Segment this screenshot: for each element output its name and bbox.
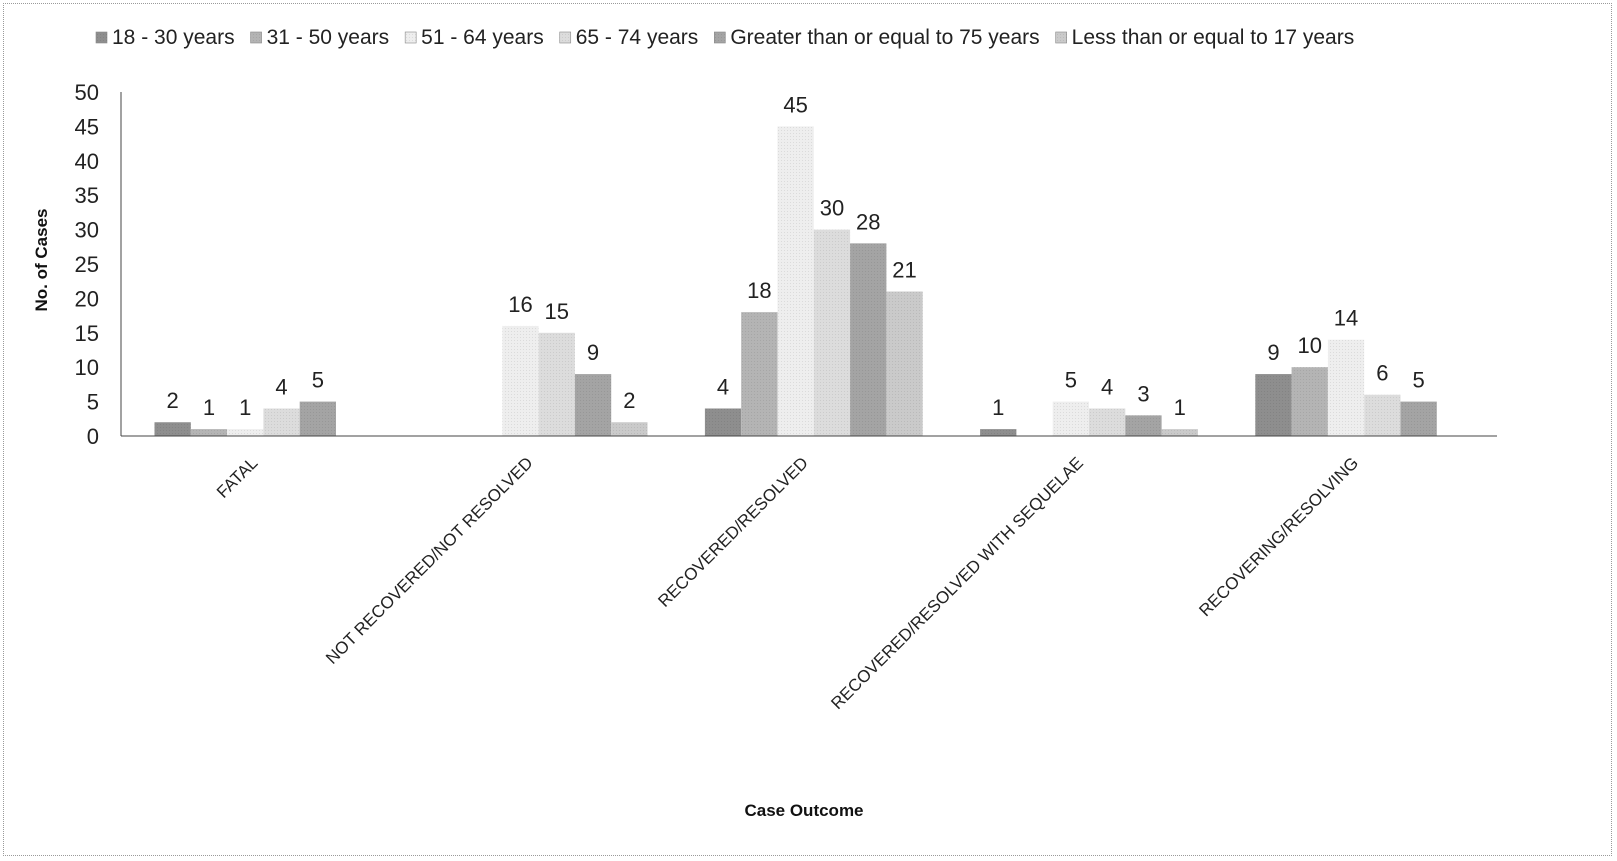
bar-texture: [538, 332, 575, 436]
y-tick-label: 45: [75, 114, 99, 139]
x-tick-label: FATAL: [213, 453, 261, 501]
bar-texture: [190, 429, 228, 436]
legend-swatch-texture: [405, 32, 417, 43]
legend-label: Greater than or equal to 75 years: [730, 26, 1039, 49]
x-tick-label: RECOVERING/RESOLVING: [1195, 453, 1362, 620]
data-label: 45: [783, 92, 807, 117]
x-tick-label: RECOVERED/RESOLVED WITH SEQUELAE: [827, 453, 1087, 713]
bar-texture: [574, 374, 612, 436]
legend-swatch-texture: [250, 32, 262, 43]
legend-item: 18 - 30 years: [95, 26, 235, 49]
bar-texture: [886, 291, 923, 436]
bar-texture: [263, 408, 300, 436]
bar-texture: [1052, 401, 1089, 436]
data-label: 14: [1334, 306, 1358, 331]
legend-swatch-texture: [714, 32, 726, 43]
data-label: 9: [587, 340, 599, 365]
data-label: 4: [1101, 374, 1113, 399]
data-label: 5: [312, 368, 324, 393]
legend-item: 31 - 50 years: [250, 26, 390, 49]
x-tick-label: NOT RECOVERED/NOT RESOLVED: [322, 453, 536, 667]
bar-texture: [1291, 367, 1328, 436]
data-label: 5: [1065, 368, 1077, 393]
data-label: 21: [892, 258, 916, 283]
legend-item: 65 - 74 years: [559, 26, 699, 49]
bar-texture: [154, 422, 191, 436]
legend-swatch-texture: [96, 32, 107, 43]
y-axis: 0 5 10 15 20 25 30 35 40 45 50: [75, 80, 122, 449]
legend-label: 65 - 74 years: [576, 26, 699, 49]
data-label: 30: [820, 196, 844, 221]
y-tick-label: 30: [75, 218, 99, 243]
bar-texture: [980, 429, 1017, 436]
data-label: 15: [545, 299, 569, 324]
y-tick-label: 50: [75, 80, 99, 105]
bar-texture: [299, 401, 336, 436]
legend: 18 - 30 years 31 - 50 years 51 - 64 years 6…: [95, 26, 1355, 49]
y-tick-label: 5: [87, 390, 99, 415]
bar-chart: 18 - 30 years 31 - 50 years 51 - 64 years 6…: [32, 26, 1497, 820]
x-axis-title: Case Outcome: [744, 801, 863, 820]
bar-texture: [704, 408, 742, 436]
bar-texture: [1125, 415, 1162, 436]
bar-texture: [813, 229, 851, 436]
bar-texture: [611, 422, 648, 436]
bar-texture: [850, 243, 887, 436]
y-tick-label: 0: [87, 424, 99, 449]
bar-texture: [1089, 408, 1126, 436]
x-tick-label: RECOVERED/RESOLVED: [654, 453, 811, 610]
data-label: 1: [203, 395, 215, 420]
y-tick-label: 20: [75, 286, 99, 311]
data-label: 28: [856, 209, 880, 234]
legend-item: Less than or equal to 17 years: [1055, 26, 1355, 49]
data-label: 10: [1298, 333, 1322, 358]
data-label: 2: [167, 388, 179, 413]
data-label: 5: [1413, 368, 1425, 393]
bar-texture: [741, 312, 778, 436]
data-label: 1: [992, 395, 1004, 420]
data-label: 18: [747, 278, 771, 303]
data-label: 4: [275, 374, 287, 399]
data-label: 16: [508, 292, 532, 317]
x-axis: FATAL NOT RECOVERED/NOT RESOLVED RECOVERED…: [121, 435, 1497, 713]
data-label: 2: [623, 388, 635, 413]
data-label: 3: [1137, 381, 1149, 406]
bar-texture: [1400, 401, 1437, 436]
data-label: 4: [717, 374, 729, 399]
y-tick-label: 35: [75, 183, 99, 208]
y-tick-label: 15: [75, 321, 99, 346]
y-tick-label: 10: [75, 355, 99, 380]
y-axis-title: No. of Cases: [32, 209, 51, 312]
legend-item: 51 - 64 years: [404, 26, 544, 49]
bar-texture: [777, 126, 814, 437]
bar-texture: [1327, 339, 1365, 436]
bar-texture: [502, 325, 539, 436]
data-label: 9: [1267, 340, 1279, 365]
legend-item: Greater than or equal to 75 years: [714, 26, 1040, 49]
bar-texture: [1255, 374, 1292, 436]
legend-label: 51 - 64 years: [421, 26, 544, 49]
data-label: 1: [239, 395, 251, 420]
legend-swatch-texture: [559, 32, 571, 43]
data-label: 6: [1376, 361, 1388, 386]
legend-label: Less than or equal to 17 years: [1072, 26, 1355, 49]
legend-label: 31 - 50 years: [267, 26, 390, 49]
bar-texture: [227, 429, 264, 436]
chart-frame: 18 - 30 years 31 - 50 years 51 - 64 years 6…: [3, 3, 1612, 856]
y-tick-label: 40: [75, 149, 99, 174]
legend-label: 18 - 30 years: [112, 26, 235, 49]
legend-swatch-texture: [1055, 32, 1067, 43]
bar-texture: [1364, 394, 1401, 436]
bar-texture: [1161, 429, 1198, 436]
y-tick-label: 25: [75, 252, 99, 277]
data-label: 1: [1174, 395, 1186, 420]
